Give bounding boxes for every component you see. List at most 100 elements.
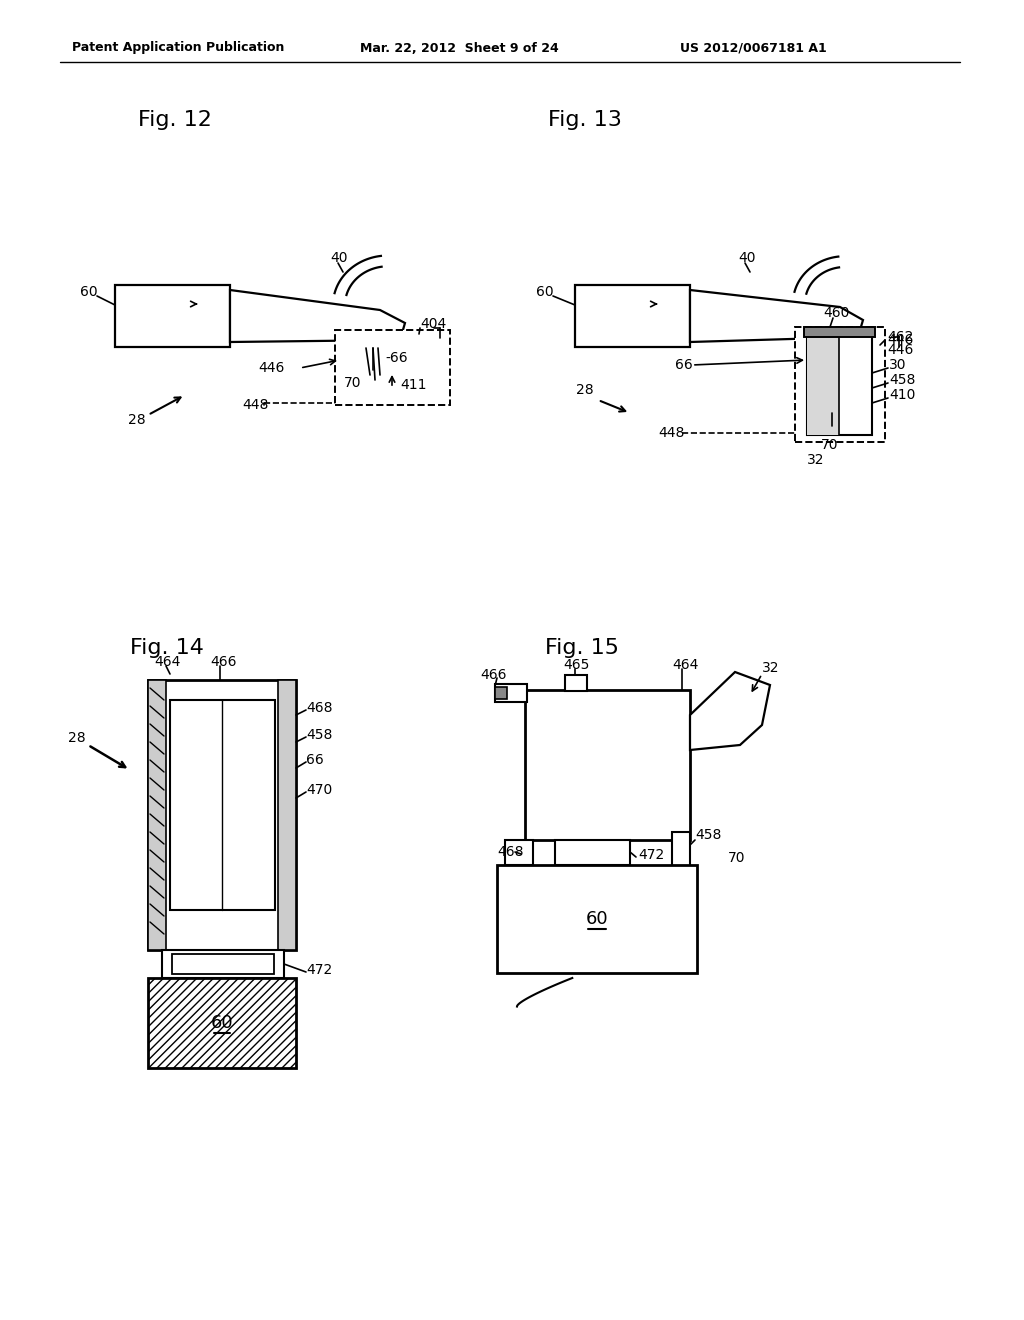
- Text: Fig. 13: Fig. 13: [548, 110, 622, 129]
- Bar: [497, 865, 697, 973]
- Circle shape: [179, 747, 184, 752]
- Circle shape: [198, 729, 203, 734]
- Bar: [170, 700, 275, 909]
- Text: 468: 468: [306, 701, 333, 715]
- Text: 446: 446: [887, 333, 913, 347]
- Text: 66: 66: [675, 358, 693, 372]
- Text: 28: 28: [68, 731, 86, 744]
- Circle shape: [845, 363, 850, 367]
- Circle shape: [198, 880, 203, 886]
- Circle shape: [179, 729, 184, 734]
- Text: Fig. 15: Fig. 15: [545, 638, 618, 657]
- Bar: [495, 684, 527, 702]
- Text: 446: 446: [887, 343, 913, 356]
- Text: 60: 60: [211, 1014, 233, 1032]
- Circle shape: [198, 842, 203, 847]
- Bar: [335, 330, 450, 405]
- Circle shape: [179, 842, 184, 847]
- Text: Fig. 14: Fig. 14: [130, 638, 204, 657]
- Circle shape: [251, 880, 256, 886]
- Circle shape: [858, 345, 863, 350]
- Circle shape: [251, 842, 256, 847]
- Text: 458: 458: [306, 729, 333, 742]
- Circle shape: [232, 880, 238, 886]
- Circle shape: [251, 804, 256, 809]
- Bar: [575, 285, 690, 347]
- Bar: [172, 954, 274, 974]
- Bar: [115, 285, 230, 347]
- Circle shape: [179, 862, 184, 866]
- Circle shape: [811, 380, 815, 385]
- Text: 28: 28: [128, 413, 145, 426]
- Circle shape: [858, 380, 863, 385]
- Circle shape: [251, 767, 256, 771]
- Circle shape: [179, 880, 184, 886]
- Circle shape: [179, 804, 184, 809]
- Bar: [278, 680, 296, 950]
- Text: 60: 60: [586, 909, 608, 928]
- Bar: [505, 840, 534, 865]
- Circle shape: [232, 862, 238, 866]
- Bar: [565, 675, 587, 690]
- Circle shape: [179, 767, 184, 771]
- Text: 30: 30: [889, 358, 906, 372]
- Circle shape: [824, 345, 829, 350]
- Circle shape: [198, 767, 203, 771]
- Text: 60: 60: [80, 285, 97, 300]
- Circle shape: [845, 345, 850, 350]
- Text: 466: 466: [210, 655, 237, 669]
- Circle shape: [198, 747, 203, 752]
- Text: 410: 410: [889, 388, 915, 403]
- Bar: [525, 690, 690, 840]
- Circle shape: [179, 824, 184, 829]
- Bar: [495, 686, 507, 700]
- Bar: [555, 840, 630, 865]
- Text: 70: 70: [728, 851, 745, 865]
- Text: 40: 40: [330, 251, 347, 265]
- Text: Mar. 22, 2012  Sheet 9 of 24: Mar. 22, 2012 Sheet 9 of 24: [360, 41, 559, 54]
- Circle shape: [251, 747, 256, 752]
- Text: 470: 470: [306, 783, 332, 797]
- Bar: [148, 978, 296, 1068]
- Circle shape: [232, 747, 238, 752]
- Circle shape: [198, 862, 203, 866]
- Circle shape: [251, 862, 256, 866]
- Text: 468: 468: [497, 845, 523, 859]
- Text: -66: -66: [385, 351, 408, 366]
- Text: 70: 70: [821, 438, 839, 451]
- Circle shape: [824, 363, 829, 367]
- Circle shape: [811, 345, 815, 350]
- Circle shape: [811, 417, 815, 421]
- Circle shape: [198, 804, 203, 809]
- Circle shape: [251, 785, 256, 791]
- Text: 464: 464: [672, 657, 698, 672]
- Circle shape: [179, 785, 184, 791]
- Circle shape: [251, 710, 256, 714]
- Circle shape: [198, 785, 203, 791]
- Circle shape: [232, 824, 238, 829]
- Circle shape: [824, 380, 829, 385]
- Text: 446: 446: [258, 360, 285, 375]
- Bar: [795, 327, 885, 442]
- Text: 66: 66: [306, 752, 324, 767]
- Circle shape: [232, 710, 238, 714]
- Bar: [148, 680, 296, 950]
- Circle shape: [251, 729, 256, 734]
- Circle shape: [845, 417, 850, 421]
- Circle shape: [232, 804, 238, 809]
- Circle shape: [845, 399, 850, 404]
- Circle shape: [845, 380, 850, 385]
- Text: 32: 32: [807, 453, 824, 467]
- Circle shape: [232, 785, 238, 791]
- Polygon shape: [690, 290, 863, 342]
- Text: Patent Application Publication: Patent Application Publication: [72, 41, 285, 54]
- Text: 448: 448: [658, 426, 684, 440]
- Text: 458: 458: [695, 828, 721, 842]
- Text: US 2012/0067181 A1: US 2012/0067181 A1: [680, 41, 826, 54]
- Circle shape: [232, 729, 238, 734]
- Bar: [804, 327, 874, 337]
- Text: 465: 465: [563, 657, 590, 672]
- Text: 448: 448: [242, 399, 268, 412]
- Bar: [672, 832, 690, 892]
- Text: Fig. 12: Fig. 12: [138, 110, 212, 129]
